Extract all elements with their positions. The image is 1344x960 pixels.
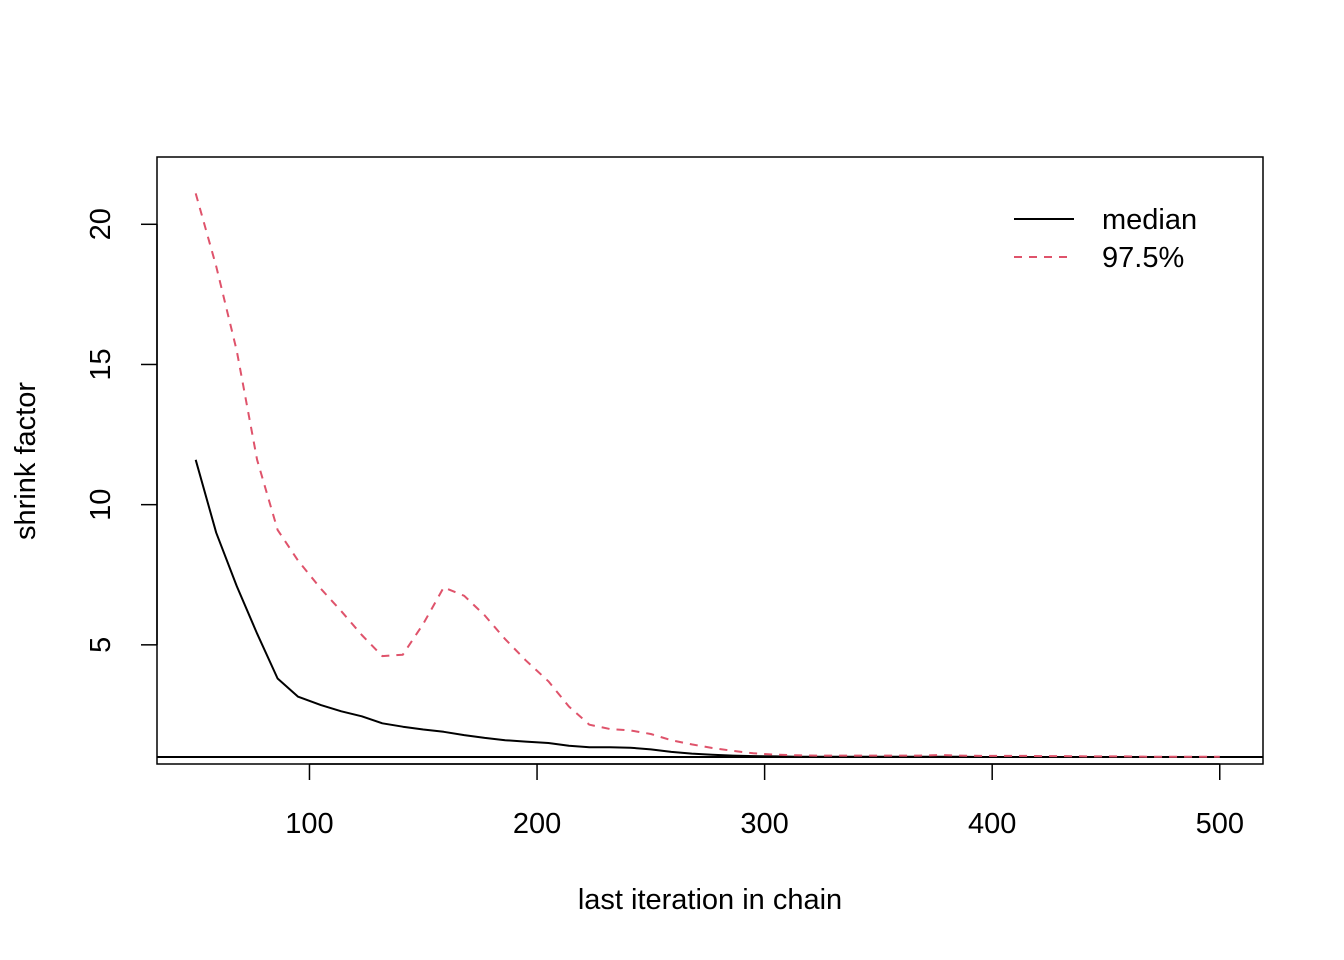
series-line-median [194, 459, 1220, 758]
series-line-97-5 [194, 193, 1220, 758]
legend-label-median: median [1102, 204, 1197, 236]
y-tick-label: 20 [85, 208, 117, 240]
legend-label-97-5: 97.5% [1102, 242, 1184, 274]
x-tick-label: 100 [285, 808, 333, 840]
x-axis-label: last iteration in chain [578, 884, 842, 916]
axes: 100 200 300 400 500 5 10 15 20 [85, 208, 1244, 840]
y-tick-label: 5 [85, 637, 117, 653]
y-tick-label: 10 [85, 489, 117, 521]
y-tick-label: 15 [85, 348, 117, 380]
x-tick-label: 200 [513, 808, 561, 840]
plot-area [157, 193, 1263, 758]
x-tick-label: 300 [740, 808, 788, 840]
plot-frame [156, 156, 1264, 765]
x-tick-label: 500 [1196, 808, 1244, 840]
x-tick-label: 400 [968, 808, 1016, 840]
y-axis-label: shrink factor [10, 382, 42, 540]
legend: median 97.5% [1014, 204, 1197, 274]
